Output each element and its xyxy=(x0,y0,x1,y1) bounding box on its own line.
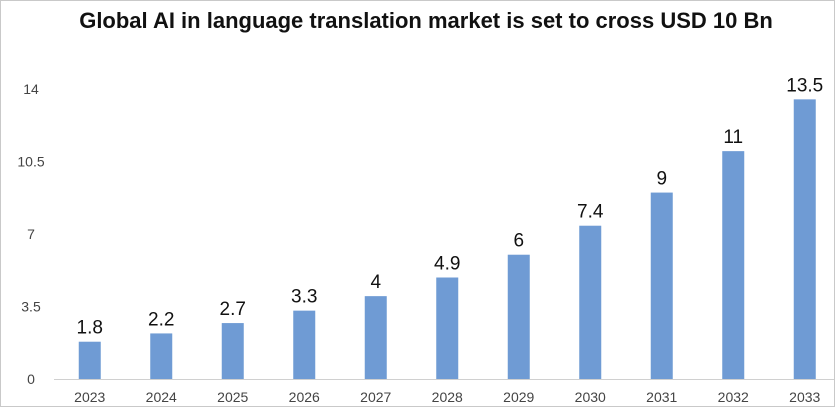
x-tick-label-2024: 2024 xyxy=(146,389,177,405)
bar-2032 xyxy=(722,151,745,379)
x-tick-label-2023: 2023 xyxy=(74,389,105,405)
y-tick-label: 0 xyxy=(27,371,35,387)
bar-2031 xyxy=(650,192,673,379)
x-tick-label-2032: 2032 xyxy=(718,389,749,405)
x-tick-label-2031: 2031 xyxy=(646,389,677,405)
data-label-2029: 6 xyxy=(513,231,524,252)
data-label-2024: 2.2 xyxy=(148,309,174,330)
x-tick-label-2026: 2026 xyxy=(289,389,320,405)
bar-2029 xyxy=(507,254,530,379)
data-label-2033: 13.5 xyxy=(786,75,823,96)
data-label-2023: 1.8 xyxy=(77,318,103,339)
bar-2026 xyxy=(293,310,316,379)
data-label-2028: 4.9 xyxy=(434,254,460,275)
bar-2028 xyxy=(436,277,459,379)
data-label-2030: 7.4 xyxy=(577,202,604,223)
y-tick-label: 10.5 xyxy=(17,154,44,170)
bar-2027 xyxy=(364,296,387,379)
x-tick-label-2027: 2027 xyxy=(360,389,391,405)
y-tick-label: 14 xyxy=(23,81,39,97)
data-label-2031: 9 xyxy=(656,169,667,190)
data-label-2025: 2.7 xyxy=(220,299,246,320)
bar-2023 xyxy=(78,341,101,379)
data-label-2027: 4 xyxy=(370,272,381,293)
bar-2033 xyxy=(793,99,816,379)
x-tick-label-2029: 2029 xyxy=(503,389,534,405)
bar-2030 xyxy=(579,225,602,379)
x-tick-label-2025: 2025 xyxy=(217,389,248,405)
bar-2024 xyxy=(150,333,173,379)
chart-title: Global AI in language translation market… xyxy=(79,8,773,33)
y-tick-label: 3.5 xyxy=(21,299,41,315)
data-label-2032: 11 xyxy=(723,127,743,148)
bar-2025 xyxy=(221,323,244,379)
data-label-2026: 3.3 xyxy=(291,287,317,308)
y-tick-label: 7 xyxy=(27,226,35,242)
x-tick-label-2033: 2033 xyxy=(789,389,820,405)
x-tick-label-2028: 2028 xyxy=(432,389,463,405)
x-tick-label-2030: 2030 xyxy=(575,389,606,405)
